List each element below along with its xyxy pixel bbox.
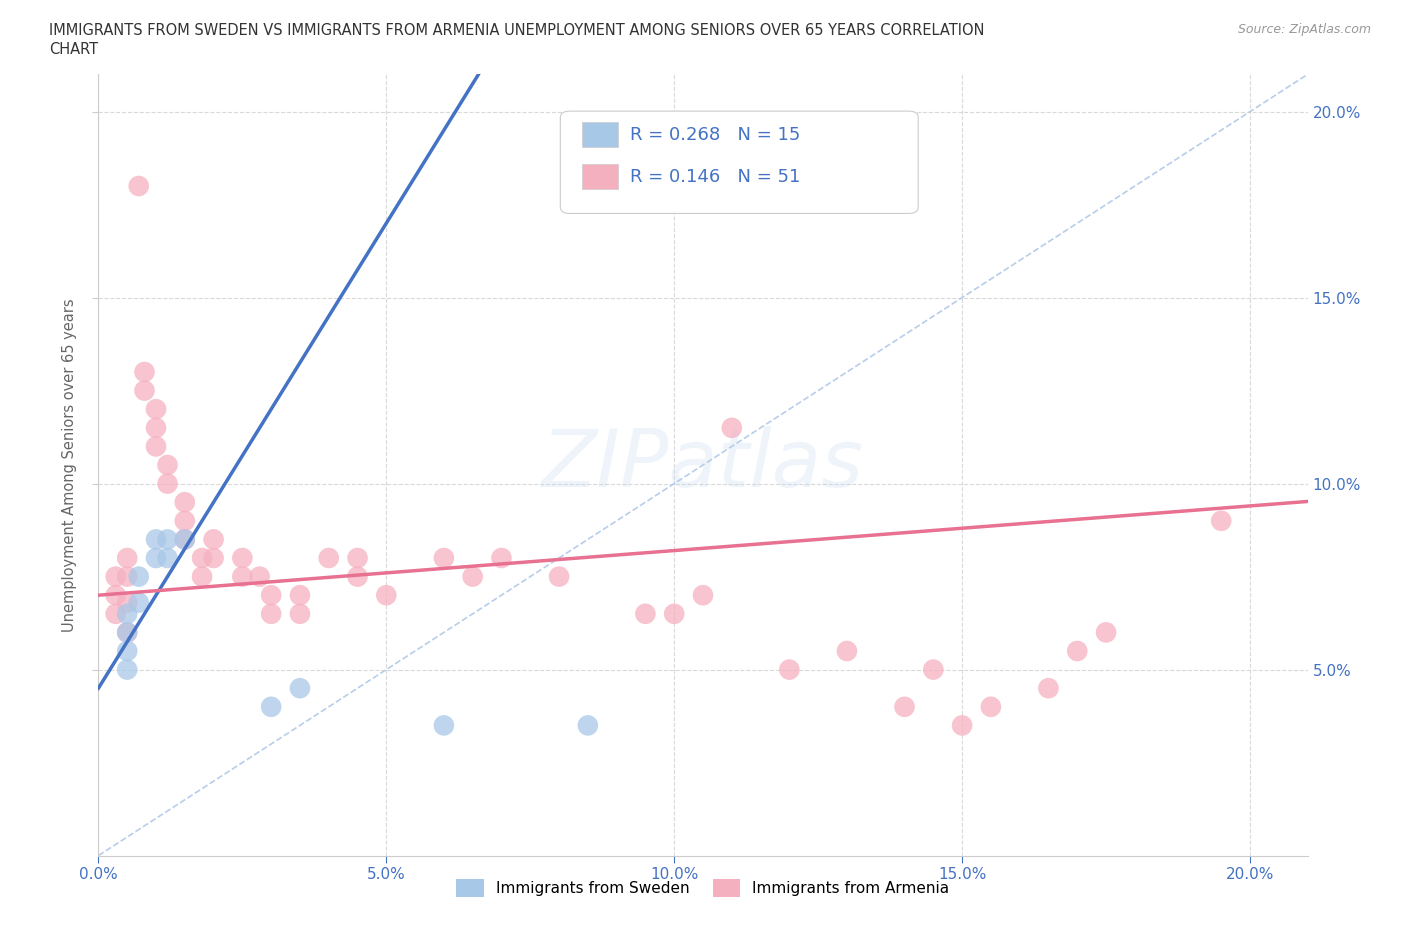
Point (548, 569, 571, 584)
Point (145, 420, 167, 435)
Legend: Immigrants from Sweden, Immigrants from Armenia: Immigrants from Sweden, Immigrants from … (450, 872, 956, 903)
Point (104, 569, 127, 584)
Point (1038, 681, 1060, 696)
Point (1066, 644, 1088, 658)
Text: ZIPatlas: ZIPatlas (541, 426, 865, 504)
FancyBboxPatch shape (582, 122, 619, 147)
Point (128, 595, 150, 610)
Point (576, 718, 599, 733)
Point (134, 365, 156, 379)
Point (128, 569, 150, 584)
Point (115, 625, 138, 640)
Point (231, 551, 253, 565)
Point (173, 513, 195, 528)
Point (156, 476, 179, 491)
Point (720, 420, 742, 435)
Point (191, 569, 214, 584)
Point (346, 551, 368, 565)
Point (664, 606, 686, 621)
Point (249, 569, 271, 584)
Point (922, 662, 945, 677)
Point (191, 551, 214, 565)
Point (145, 551, 167, 565)
Point (1095, 625, 1118, 640)
Point (260, 606, 283, 621)
Text: R = 0.146   N = 51: R = 0.146 N = 51 (630, 167, 801, 186)
Point (202, 532, 225, 547)
Text: CHART: CHART (49, 42, 98, 57)
Point (145, 532, 167, 547)
Point (288, 606, 311, 621)
Text: Source: ZipAtlas.com: Source: ZipAtlas.com (1237, 23, 1371, 36)
Point (491, 551, 513, 565)
Y-axis label: Unemployment Among Seniors over 65 years: Unemployment Among Seniors over 65 years (62, 299, 77, 631)
FancyBboxPatch shape (582, 165, 619, 189)
Text: IMMIGRANTS FROM SWEDEN VS IMMIGRANTS FROM ARMENIA UNEMPLOYMENT AMONG SENIORS OVE: IMMIGRANTS FROM SWEDEN VS IMMIGRANTS FRO… (49, 23, 984, 38)
Point (980, 699, 1002, 714)
Point (433, 718, 456, 733)
Point (156, 458, 179, 472)
Point (375, 588, 398, 603)
Point (634, 606, 657, 621)
Point (145, 402, 167, 417)
Point (115, 662, 138, 677)
Point (128, 179, 150, 193)
Point (288, 681, 311, 696)
Point (231, 569, 253, 584)
Point (461, 569, 484, 584)
Point (115, 569, 138, 584)
Point (115, 551, 138, 565)
Point (145, 439, 167, 454)
Point (835, 644, 858, 658)
Point (104, 606, 127, 621)
Point (115, 595, 138, 610)
Point (288, 588, 311, 603)
Point (950, 718, 973, 733)
Text: R = 0.268   N = 15: R = 0.268 N = 15 (630, 126, 801, 143)
Point (202, 551, 225, 565)
Point (173, 532, 195, 547)
Point (173, 495, 195, 510)
Point (260, 699, 283, 714)
Point (104, 588, 127, 603)
Point (318, 551, 340, 565)
Point (260, 588, 283, 603)
Point (115, 606, 138, 621)
Point (692, 588, 714, 603)
Point (1211, 513, 1233, 528)
Point (134, 383, 156, 398)
Point (778, 662, 800, 677)
Point (156, 551, 179, 565)
Point (156, 532, 179, 547)
Point (115, 644, 138, 658)
Point (346, 569, 368, 584)
Point (115, 625, 138, 640)
Point (893, 699, 915, 714)
FancyBboxPatch shape (561, 111, 918, 214)
Point (173, 532, 195, 547)
Point (433, 551, 456, 565)
